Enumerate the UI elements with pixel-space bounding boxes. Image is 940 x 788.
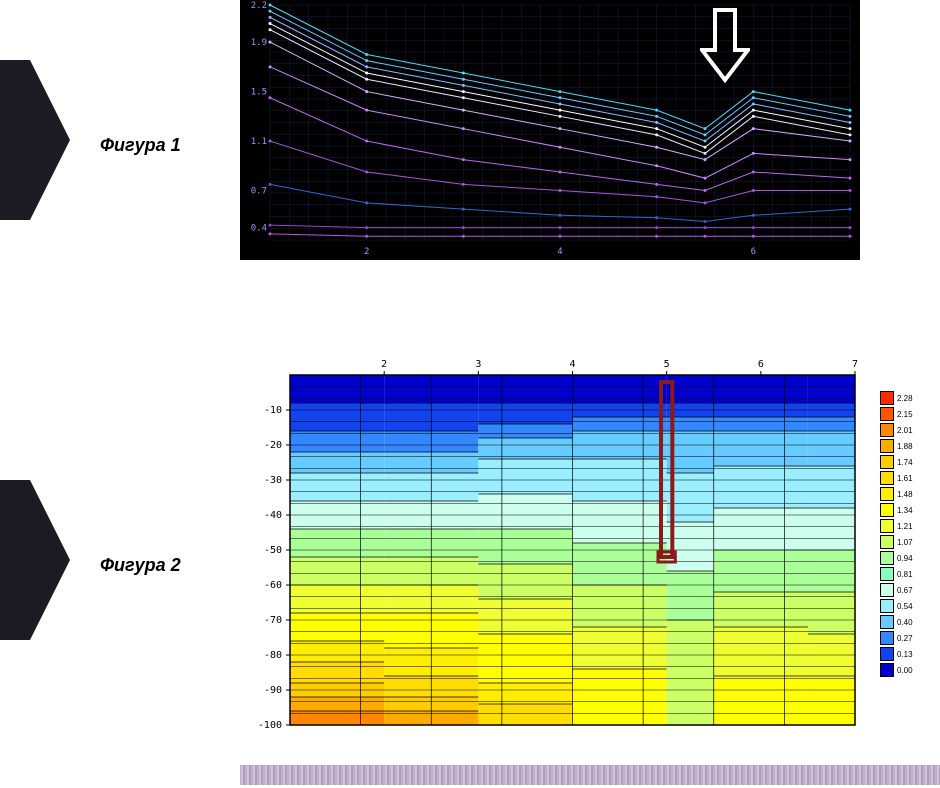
- svg-text:-20: -20: [264, 440, 282, 451]
- svg-text:-30: -30: [264, 475, 282, 486]
- figure-2-label: Фигура 2: [100, 555, 181, 576]
- bottom-noise-strip: [240, 765, 940, 785]
- colorbar-entry: 0.81: [880, 566, 940, 582]
- svg-text:-80: -80: [264, 650, 282, 661]
- contour-chart: -10 -20 -30 -40 -50 -60 -70 -80 -90 -100 2 3 4 5 6 7: [240, 350, 860, 730]
- colorbar-entry: 0.67: [880, 582, 940, 598]
- svg-text:-90: -90: [264, 685, 282, 696]
- pentagon-marker-2: [0, 480, 70, 640]
- colorbar-entry: 1.34: [880, 502, 940, 518]
- svg-text:1.9: 1.9: [251, 38, 267, 48]
- colorbar-entry: 0.13: [880, 646, 940, 662]
- svg-text:-10: -10: [264, 405, 282, 416]
- colorbar-entry: 0.54: [880, 598, 940, 614]
- colorbar-entry: 1.61: [880, 470, 940, 486]
- svg-text:5: 5: [664, 359, 670, 370]
- svg-text:1.1: 1.1: [251, 137, 267, 147]
- svg-text:6: 6: [758, 359, 764, 370]
- svg-text:0.4: 0.4: [251, 224, 267, 234]
- svg-text:1.5: 1.5: [251, 88, 267, 98]
- svg-text:2: 2: [381, 359, 387, 370]
- svg-text:7: 7: [852, 359, 858, 370]
- colorbar-entry: 0.94: [880, 550, 940, 566]
- colorbar-legend: 2.282.152.011.881.741.611.481.341.211.07…: [880, 390, 940, 730]
- pentagon-marker-1: [0, 60, 70, 220]
- colorbar-entry: 0.27: [880, 630, 940, 646]
- colorbar-entry: 0.00: [880, 662, 940, 678]
- svg-text:-70: -70: [264, 615, 282, 626]
- colorbar-entry: 2.15: [880, 406, 940, 422]
- svg-text:2.2: 2.2: [251, 1, 267, 11]
- svg-text:4: 4: [569, 359, 575, 370]
- line-chart-svg: 0.4 0.7 1.1 1.5 1.9 2.2 2 4 6: [240, 0, 860, 260]
- svg-text:4: 4: [557, 247, 562, 257]
- colorbar-entry: 2.28: [880, 390, 940, 406]
- svg-text:-50: -50: [264, 545, 282, 556]
- svg-text:6: 6: [751, 247, 756, 257]
- svg-text:2: 2: [364, 247, 369, 257]
- colorbar-entry: 0.40: [880, 614, 940, 630]
- colorbar-entry: 1.48: [880, 486, 940, 502]
- down-arrow-icon: [700, 5, 750, 90]
- colorbar-entry: 2.01: [880, 422, 940, 438]
- svg-text:-100: -100: [258, 720, 282, 730]
- svg-text:0.7: 0.7: [251, 187, 267, 197]
- svg-text:-60: -60: [264, 580, 282, 591]
- colorbar-entry: 1.07: [880, 534, 940, 550]
- colorbar-entry: 1.88: [880, 438, 940, 454]
- svg-text:3: 3: [475, 359, 481, 370]
- figure-1-label: Фигура 1: [100, 135, 181, 156]
- svg-text:-40: -40: [264, 510, 282, 521]
- line-chart: 0.4 0.7 1.1 1.5 1.9 2.2 2 4 6: [240, 0, 860, 260]
- colorbar-entry: 1.21: [880, 518, 940, 534]
- contour-chart-container: -10 -20 -30 -40 -50 -60 -70 -80 -90 -100 2 3 4 5 6 7 2.…: [240, 350, 940, 750]
- colorbar-entry: 1.74: [880, 454, 940, 470]
- contour-chart-svg: -10 -20 -30 -40 -50 -60 -70 -80 -90 -100 2 3 4 5 6 7: [240, 350, 860, 730]
